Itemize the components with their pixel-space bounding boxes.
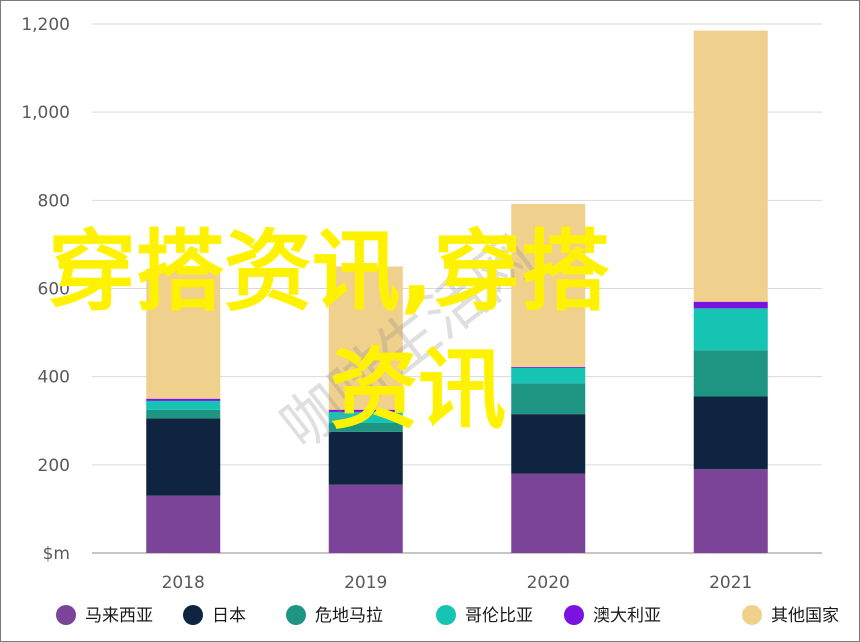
bar-segment bbox=[146, 398, 221, 401]
y-tick-label: 1,000 bbox=[21, 103, 70, 123]
bars bbox=[146, 30, 768, 553]
legend-swatch bbox=[286, 605, 306, 625]
bar-segment bbox=[693, 30, 768, 302]
bar-segment bbox=[693, 301, 768, 309]
bar-segment bbox=[328, 484, 403, 553]
legend-label: 澳大利亚 bbox=[593, 606, 661, 626]
bar-segment bbox=[511, 383, 586, 415]
bar-segment bbox=[511, 367, 586, 384]
bar-segment bbox=[328, 411, 403, 423]
x-tick-label: 2019 bbox=[344, 573, 387, 593]
x-axis-ticks: 2018 2019 2020 2021 bbox=[162, 573, 753, 593]
legend-swatch bbox=[564, 605, 584, 625]
bar-segment bbox=[511, 366, 586, 368]
x-tick-label: 2020 bbox=[527, 573, 570, 593]
y-tick-label: 200 bbox=[38, 456, 70, 476]
overlay-text-line-1: 穿搭资讯,穿搭 bbox=[48, 220, 610, 323]
legend-label: 危地马拉 bbox=[315, 606, 383, 626]
legend-swatch bbox=[56, 605, 76, 625]
bar-segment bbox=[328, 266, 403, 410]
bar-segment bbox=[328, 409, 403, 412]
legend-swatch bbox=[436, 605, 456, 625]
bar-segment bbox=[328, 422, 403, 432]
bar-segment bbox=[146, 495, 221, 553]
y-tick-label: 400 bbox=[38, 368, 70, 388]
y-axis-ticks: $m 200 400 600 800 1,000 1,200 bbox=[21, 15, 70, 564]
bar-segment bbox=[693, 396, 768, 470]
bar-segment bbox=[693, 469, 768, 553]
bar-segment bbox=[511, 414, 586, 474]
legend-label: 其他国家 bbox=[771, 606, 839, 626]
bar-segment bbox=[511, 203, 586, 367]
legend: 马来西亚 日本 危地马拉 哥伦比亚 澳大利亚 其他国家 bbox=[56, 605, 839, 626]
bar-segment bbox=[146, 268, 221, 399]
bar-segment bbox=[693, 308, 768, 351]
bar-segment bbox=[693, 350, 768, 397]
legend-label: 日本 bbox=[212, 606, 246, 626]
legend-swatch bbox=[742, 605, 762, 625]
legend-label: 哥伦比亚 bbox=[465, 606, 533, 626]
legend-swatch bbox=[183, 605, 203, 625]
bar-segment bbox=[146, 418, 221, 496]
y-tick-label: 600 bbox=[38, 280, 70, 300]
bar-segment bbox=[511, 473, 586, 553]
y-tick-label: $m bbox=[43, 544, 70, 564]
overlay-text-line-2: 资讯 bbox=[330, 338, 507, 441]
x-tick-label: 2018 bbox=[162, 573, 205, 593]
legend-label: 马来西亚 bbox=[85, 606, 153, 626]
bar-segment bbox=[146, 400, 221, 410]
bar-segment bbox=[328, 431, 403, 485]
bar-segment bbox=[146, 409, 221, 419]
y-tick-label: 1,200 bbox=[21, 15, 70, 35]
y-tick-label: 800 bbox=[38, 191, 70, 211]
x-tick-label: 2021 bbox=[709, 573, 752, 593]
